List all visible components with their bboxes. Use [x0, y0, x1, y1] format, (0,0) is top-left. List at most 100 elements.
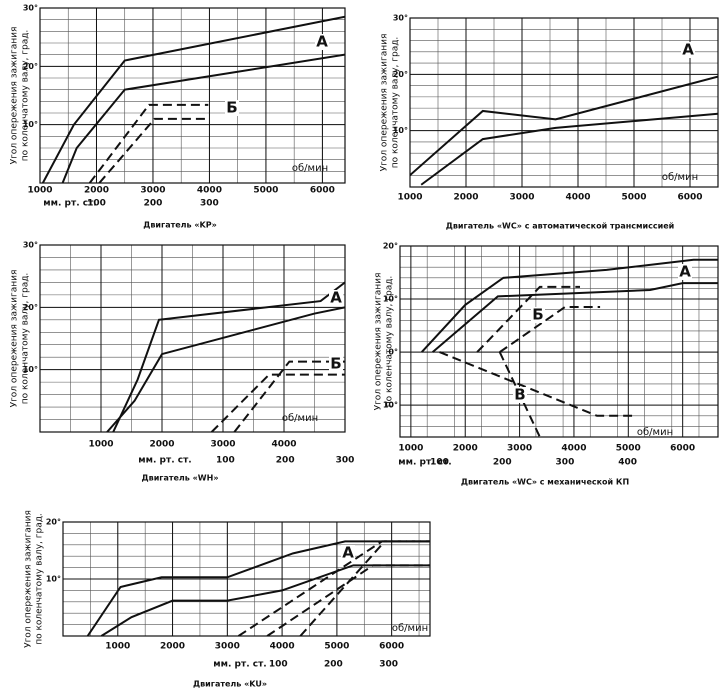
x-tick-label: 3000 [507, 444, 532, 454]
x-tick-label: 5000 [324, 642, 349, 652]
x-tick-label: 6000 [670, 444, 695, 454]
x-tick-label: 2000 [160, 642, 185, 652]
curve [100, 564, 430, 636]
x-tick-label: 5000 [253, 186, 278, 196]
curve [410, 75, 718, 176]
curve [41, 15, 345, 183]
x-tick-label: 5000 [621, 193, 646, 203]
y-axis-label: Угол опережения зажигания [374, 273, 384, 411]
chart-title: Двигатель «KU» [193, 680, 267, 688]
y-axis-label: по коленчатому валу, град. [35, 513, 45, 645]
curve [106, 306, 345, 432]
y-tick-label: 20° [23, 62, 38, 71]
x-axis-label: об/мин [292, 163, 328, 174]
curve [233, 360, 345, 432]
y-tick-label: 10° [46, 575, 61, 584]
x2-tick-label: 200 [324, 660, 343, 670]
x2-tick-label: 300 [556, 458, 575, 468]
chart-title: Двигатель «KP» [143, 221, 217, 230]
plot-frame [409, 17, 719, 188]
x-axis-label: об/мин [637, 427, 673, 438]
curve [237, 540, 430, 636]
x-axis-label: об/мин [662, 172, 698, 183]
y-axis-label: Угол опережения зажигания [10, 270, 20, 408]
x2-tick-label: 300 [379, 660, 398, 670]
x-tick-label: 5000 [616, 444, 641, 454]
x2-axis-label: мм. рт. ст. [43, 199, 96, 209]
x-tick-label: 3000 [140, 186, 165, 196]
y-axis-label: Угол опережения зажигания [380, 34, 390, 172]
y-axis-label: по коленчатому валу, град. [21, 30, 31, 162]
x-tick-label: 1000 [397, 193, 422, 203]
label-bg [329, 290, 343, 306]
curve [86, 540, 430, 636]
curve [88, 103, 209, 183]
x-tick-label: 3000 [215, 642, 240, 652]
y-tick-label: 30° [23, 241, 38, 250]
curve [266, 564, 430, 636]
label-bg [315, 34, 329, 50]
label-bg [225, 100, 239, 116]
x-tick-label: 1000 [398, 444, 423, 454]
x-axis-label: об/мин [392, 623, 428, 634]
curve-label: А [679, 263, 691, 281]
y-tick-label: 10° [383, 295, 398, 304]
x-tick-label: 6000 [310, 186, 335, 196]
x2-tick-label: 200 [144, 199, 163, 209]
curve [431, 282, 718, 353]
y-axis-label: по коленчатому валу, град. [21, 273, 31, 405]
x-tick-label: 1000 [105, 642, 130, 652]
x2-axis-label: мм. рт. ст. [213, 660, 266, 670]
x2-tick-label: 300 [336, 456, 355, 466]
x2-tick-label: 100 [87, 199, 106, 209]
y-tick-label: 10° [23, 365, 38, 374]
plot-frame [39, 7, 346, 184]
x-tick-label: 6000 [677, 193, 702, 203]
x-tick-label: 1000 [27, 186, 52, 196]
x-tick-label: 4000 [561, 444, 586, 454]
curve-label: А [342, 544, 354, 562]
x-tick-label: 2000 [149, 440, 174, 450]
label-bg [513, 387, 527, 403]
curve [420, 112, 718, 186]
x-tick-label: 2000 [453, 444, 478, 454]
y-tick-label: 10° [23, 120, 38, 129]
y-tick-label: 0° [388, 348, 398, 357]
x-tick-label: 4000 [197, 186, 222, 196]
curve-label: Б [532, 306, 543, 324]
x2-tick-label: 400 [618, 458, 637, 468]
label-bg [678, 264, 692, 280]
y-tick-label: 30° [393, 14, 408, 23]
y-axis-label: Угол опережения зажигания [24, 510, 34, 648]
x2-tick-label: 300 [200, 199, 219, 209]
label-bg [681, 42, 695, 58]
label-bg [341, 545, 355, 561]
curve-label: А [682, 41, 694, 59]
x-tick-label: 2000 [453, 193, 478, 203]
y-axis-label: по коленчатому валу, град. [385, 276, 395, 408]
x2-tick-label: 100 [269, 660, 288, 670]
curve [112, 281, 345, 432]
curve [499, 306, 601, 353]
chart-title: Двигатель «WH» [142, 474, 219, 483]
x-tick-label: 6000 [379, 642, 404, 652]
x-axis-label: об/мин [282, 413, 318, 424]
curve [476, 285, 581, 353]
x-tick-label: 4000 [565, 193, 590, 203]
chart-title: Двигатель «WC» с механической КП [461, 478, 629, 487]
x-tick-label: 3000 [509, 193, 534, 203]
x2-tick-label: 200 [276, 456, 295, 466]
y-tick-label: 20° [383, 242, 398, 251]
curve [439, 351, 633, 417]
y-axis-label: по коленчатому валу, град. [391, 37, 401, 169]
label-bg [329, 356, 343, 372]
x2-tick-label: 100 [430, 458, 449, 468]
curve-label: А [330, 289, 342, 307]
curve-label: Б [330, 355, 341, 373]
x2-axis-label: мм. рт. ст. [138, 456, 191, 466]
y-axis-label: Угол опережения зажигания [10, 27, 20, 165]
curve [98, 117, 209, 183]
curve [210, 373, 345, 432]
curve-label: В [514, 386, 525, 404]
